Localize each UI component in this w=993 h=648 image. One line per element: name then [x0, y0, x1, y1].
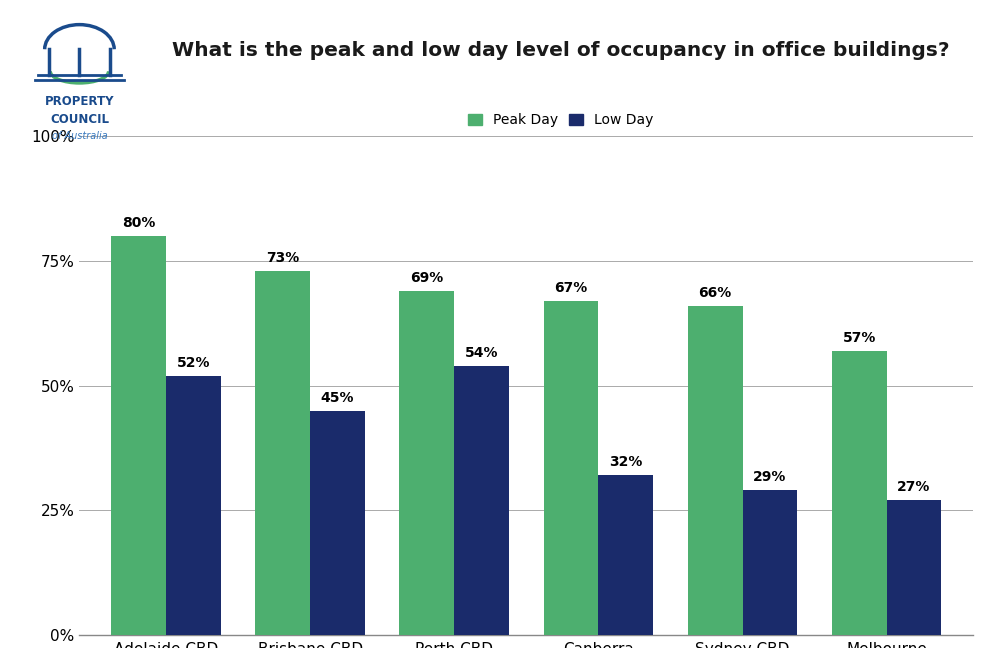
- Bar: [599, 476, 653, 635]
- Bar: [255, 271, 310, 635]
- Bar: [111, 236, 166, 635]
- Text: 73%: 73%: [266, 251, 299, 265]
- Bar: [832, 351, 887, 635]
- Text: 32%: 32%: [609, 456, 642, 469]
- Text: 67%: 67%: [554, 281, 588, 295]
- Bar: [688, 306, 743, 635]
- Text: 66%: 66%: [698, 286, 732, 300]
- Bar: [166, 376, 220, 635]
- Text: 57%: 57%: [843, 330, 876, 345]
- Text: 80%: 80%: [122, 216, 155, 230]
- Bar: [310, 411, 364, 635]
- Text: PROPERTY: PROPERTY: [45, 95, 114, 108]
- Text: COUNCIL: COUNCIL: [50, 113, 109, 126]
- Text: 54%: 54%: [465, 345, 498, 360]
- Text: 69%: 69%: [410, 271, 444, 284]
- Bar: [399, 291, 454, 635]
- Bar: [887, 500, 941, 635]
- Text: What is the peak and low day level of occupancy in office buildings?: What is the peak and low day level of oc…: [173, 41, 949, 60]
- Text: of Australia: of Australia: [52, 131, 107, 141]
- Bar: [454, 365, 509, 635]
- Bar: [743, 491, 797, 635]
- Text: 29%: 29%: [754, 470, 786, 484]
- Text: 45%: 45%: [321, 391, 355, 404]
- Text: 27%: 27%: [898, 480, 930, 494]
- Legend: Peak Day, Low Day: Peak Day, Low Day: [463, 108, 659, 133]
- Bar: [543, 301, 599, 635]
- Text: 52%: 52%: [177, 356, 211, 369]
